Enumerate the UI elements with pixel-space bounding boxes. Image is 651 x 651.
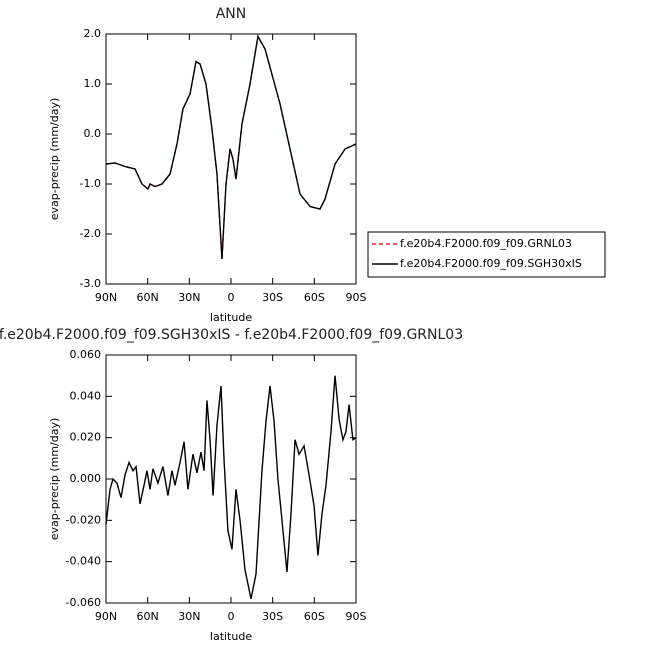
data-line <box>105 34 357 260</box>
x-tick-label: 0 <box>228 610 235 623</box>
y-tick-label: 1.0 <box>84 77 102 90</box>
x-axis-label: latitude <box>210 630 252 643</box>
legend-box <box>367 231 606 278</box>
x-tick-label: 90N <box>95 291 117 304</box>
x-tick-label: 30S <box>262 610 283 623</box>
x-tick-label: 90S <box>346 610 367 623</box>
x-tick-label: 60S <box>304 291 325 304</box>
y-tick-label: 0.0 <box>84 127 102 140</box>
data-line <box>105 34 357 260</box>
y-tick-label: -2.0 <box>80 227 101 240</box>
chart-title: f.e20b4.F2000.f09_f09.SGH30xIS - f.e20b4… <box>0 327 463 343</box>
y-tick-label: -0.020 <box>66 513 101 526</box>
x-tick-label: 30N <box>178 291 200 304</box>
x-tick-label: 60S <box>304 610 325 623</box>
y-axis-label: evap-precip (mm/day) <box>48 98 61 221</box>
x-tick-label: 90S <box>346 291 367 304</box>
y-tick-label: 0.020 <box>70 431 102 444</box>
y-tick-label: -0.040 <box>66 555 101 568</box>
y-tick-label: 0.040 <box>70 389 102 402</box>
y-tick-label: -0.060 <box>66 596 101 609</box>
x-tick-label: 60N <box>137 291 159 304</box>
plot-frame <box>105 354 357 604</box>
legend-label: f.e20b4.F2000.f09_f09.GRNL03 <box>400 237 572 250</box>
data-line <box>105 375 357 600</box>
y-tick-label: 0.000 <box>70 472 102 485</box>
x-tick-label: 0 <box>228 291 235 304</box>
x-tick-label: 60N <box>137 610 159 623</box>
plot-frame <box>105 33 357 285</box>
chart-title: ANN <box>216 6 247 22</box>
legend-label: f.e20b4.F2000.f09_f09.SGH30xIS <box>400 257 582 270</box>
y-tick-label: -1.0 <box>80 177 101 190</box>
x-axis-label: latitude <box>210 311 252 324</box>
y-axis-label: evap-precip (mm/day) <box>48 418 61 541</box>
x-tick-label: 30N <box>178 610 200 623</box>
x-tick-label: 30S <box>262 291 283 304</box>
x-tick-label: 90N <box>95 610 117 623</box>
y-tick-label: -3.0 <box>80 277 101 290</box>
y-tick-label: 2.0 <box>84 27 102 40</box>
y-tick-label: 0.060 <box>70 348 102 361</box>
